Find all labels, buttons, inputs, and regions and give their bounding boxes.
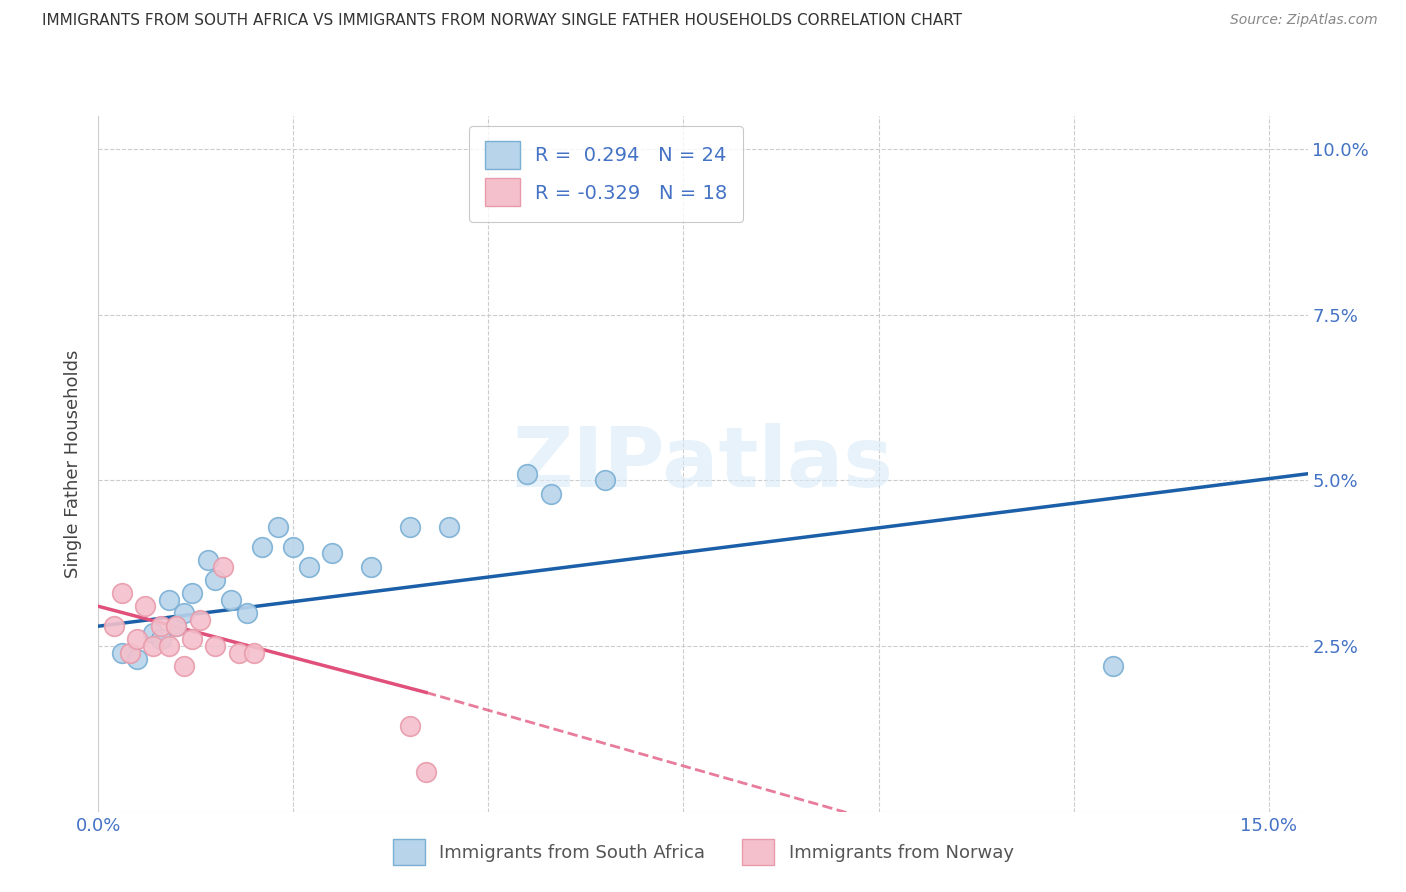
Y-axis label: Single Father Households: Single Father Households — [65, 350, 83, 578]
Text: Source: ZipAtlas.com: Source: ZipAtlas.com — [1230, 13, 1378, 28]
Point — [321, 546, 343, 560]
Point — [439, 520, 461, 534]
Point — [181, 586, 204, 600]
Point — [181, 632, 204, 647]
Text: IMMIGRANTS FROM SOUTH AFRICA VS IMMIGRANTS FROM NORWAY SINGLE FATHER HOUSEHOLDS : IMMIGRANTS FROM SOUTH AFRICA VS IMMIGRAN… — [42, 13, 962, 29]
Point — [415, 764, 437, 779]
Point — [142, 625, 165, 640]
Point — [283, 540, 305, 554]
Point — [267, 520, 290, 534]
Point — [127, 652, 149, 666]
Point — [188, 613, 211, 627]
Point — [157, 639, 180, 653]
Point — [540, 486, 562, 500]
Point — [142, 639, 165, 653]
Point — [197, 553, 219, 567]
Point — [118, 646, 141, 660]
Point — [127, 632, 149, 647]
Point — [516, 467, 538, 481]
Point — [252, 540, 274, 554]
Point — [298, 559, 321, 574]
Point — [165, 619, 187, 633]
Point — [173, 606, 195, 620]
Point — [165, 619, 187, 633]
Point — [149, 619, 172, 633]
Point — [134, 599, 156, 614]
Point — [204, 639, 226, 653]
Point — [173, 659, 195, 673]
Point — [204, 573, 226, 587]
Point — [595, 474, 617, 488]
Point — [235, 606, 257, 620]
Point — [212, 559, 235, 574]
Point — [399, 718, 422, 732]
Point — [111, 646, 134, 660]
Point — [157, 592, 180, 607]
Point — [149, 632, 172, 647]
Legend: Immigrants from South Africa, Immigrants from Norway: Immigrants from South Africa, Immigrants… — [385, 832, 1021, 872]
Point — [360, 559, 382, 574]
Point — [103, 619, 125, 633]
Point — [228, 646, 250, 660]
Point — [219, 592, 242, 607]
Text: ZIPatlas: ZIPatlas — [513, 424, 893, 504]
Point — [399, 520, 422, 534]
Point — [1101, 659, 1123, 673]
Point — [243, 646, 266, 660]
Point — [111, 586, 134, 600]
